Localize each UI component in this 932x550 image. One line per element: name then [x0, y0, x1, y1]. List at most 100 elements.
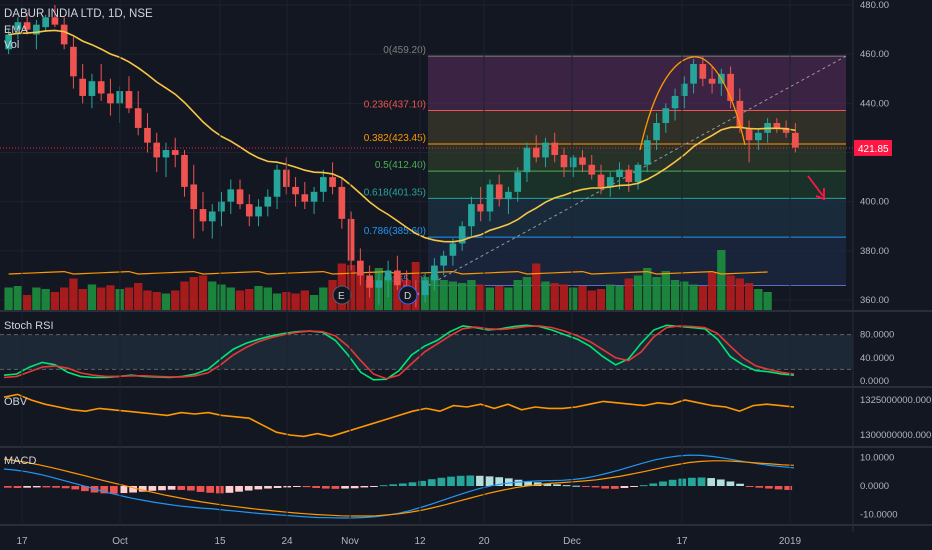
volume-bar: [217, 284, 226, 310]
macd-histogram-bar: [716, 479, 725, 486]
volume-bar: [254, 286, 263, 310]
candle-body: [431, 265, 438, 281]
candle-body: [301, 194, 309, 202]
candle-body: [394, 270, 401, 286]
time-tick-label: 2019: [779, 536, 802, 547]
volume-bar: [22, 295, 32, 310]
stoch-rsi-label[interactable]: Stoch RSI: [4, 320, 54, 332]
time-tick-label: 12: [414, 536, 426, 547]
candle-body: [625, 169, 633, 182]
candle-body: [532, 147, 540, 158]
candle-body: [292, 186, 299, 195]
candle-body: [162, 150, 170, 158]
macd-histogram-bar: [630, 486, 638, 487]
volume-bar: [633, 275, 643, 310]
candle-body: [792, 132, 799, 148]
candle-body: [523, 147, 531, 173]
obv-tick-label: 1300000000.000: [860, 430, 931, 441]
macd-histogram-bar: [379, 485, 388, 487]
dividend-marker-icon: [398, 285, 418, 305]
macd-histogram-bar: [341, 486, 349, 489]
macd-histogram-bar: [109, 486, 118, 494]
volume-bar: [606, 284, 615, 310]
price-tick-label: 380.00: [860, 246, 889, 257]
ema-legend[interactable]: EMA: [4, 24, 28, 36]
candle-body: [505, 191, 512, 200]
volume-bar: [97, 287, 106, 310]
candle-body: [23, 22, 31, 30]
volume-bar: [689, 284, 698, 310]
volume-bar: [161, 293, 171, 310]
macd-histogram-bar: [293, 486, 301, 487]
macd-histogram-bar: [427, 479, 436, 486]
macd-histogram-bar: [485, 476, 494, 486]
candle-body: [477, 204, 485, 212]
candle-body: [357, 260, 364, 276]
candle-body: [662, 108, 670, 123]
macd-histogram-bar: [591, 486, 600, 488]
volume-bar: [291, 293, 300, 310]
stoch-tick-label: 0.0000: [860, 376, 889, 387]
macd-tick-label: -10.0000: [860, 509, 898, 520]
volume-bar: [726, 275, 735, 310]
volume-bar: [309, 295, 319, 310]
macd-histogram-bar: [707, 478, 715, 486]
candle-body: [125, 91, 133, 109]
macd-histogram-bar: [466, 475, 475, 486]
obv-label[interactable]: OBV: [4, 396, 28, 408]
candle-body: [468, 204, 475, 227]
macd-histogram-bar: [418, 480, 426, 486]
candle-body: [708, 78, 716, 84]
volume-bar: [143, 290, 152, 310]
macd-histogram-bar: [32, 486, 41, 488]
candle-body: [107, 93, 114, 104]
macd-label[interactable]: MACD: [4, 455, 37, 467]
candle-body: [736, 100, 744, 128]
macd-histogram-bar: [167, 486, 176, 490]
candle-body: [329, 177, 336, 187]
macd-histogram-bar: [52, 486, 60, 488]
candle-body: [227, 189, 235, 202]
macd-histogram-bar: [476, 475, 484, 486]
candle-body: [218, 201, 225, 212]
volume-bar: [13, 286, 23, 310]
macd-histogram-bar: [61, 486, 70, 489]
macd-histogram-bar: [504, 478, 513, 486]
volume-bar: [393, 275, 402, 310]
candle-body: [375, 280, 383, 288]
candle-body: [33, 24, 40, 35]
volume-bar: [78, 289, 87, 310]
macd-histogram-bar: [71, 486, 80, 490]
candle-body: [782, 127, 790, 133]
candle-body: [97, 81, 105, 94]
candle-body: [616, 169, 623, 178]
volume-bar: [476, 284, 485, 310]
price-tick-label: 400.00: [860, 197, 889, 208]
candle-body: [51, 17, 59, 25]
volume-bar: [300, 290, 309, 310]
volume-bar: [282, 292, 291, 310]
volume-bar: [541, 281, 550, 310]
rounding-top-arc: [639, 56, 746, 151]
macd-histogram-bar: [196, 486, 205, 492]
obv-tick-label: 1325000000.000: [860, 395, 931, 406]
candle-body: [643, 140, 651, 165]
macd-histogram-bar: [244, 486, 253, 491]
candle-body: [606, 177, 614, 187]
volume-bar: [50, 292, 60, 310]
fib-zone: [428, 56, 846, 111]
candle-body: [727, 73, 734, 101]
vol-legend[interactable]: Vol: [4, 39, 20, 51]
candle-body: [588, 164, 596, 175]
candle-body: [190, 184, 198, 210]
candle-body: [579, 157, 586, 165]
volume-bar: [467, 280, 476, 310]
macd-histogram-bar: [688, 477, 696, 486]
volume-bar: [69, 278, 78, 310]
volume-bar: [208, 281, 217, 310]
candle-body: [514, 172, 522, 192]
candle-body: [144, 127, 151, 143]
macd-histogram-bar: [4, 486, 12, 488]
macd-histogram-bar: [302, 486, 311, 488]
candle-body: [551, 142, 559, 155]
